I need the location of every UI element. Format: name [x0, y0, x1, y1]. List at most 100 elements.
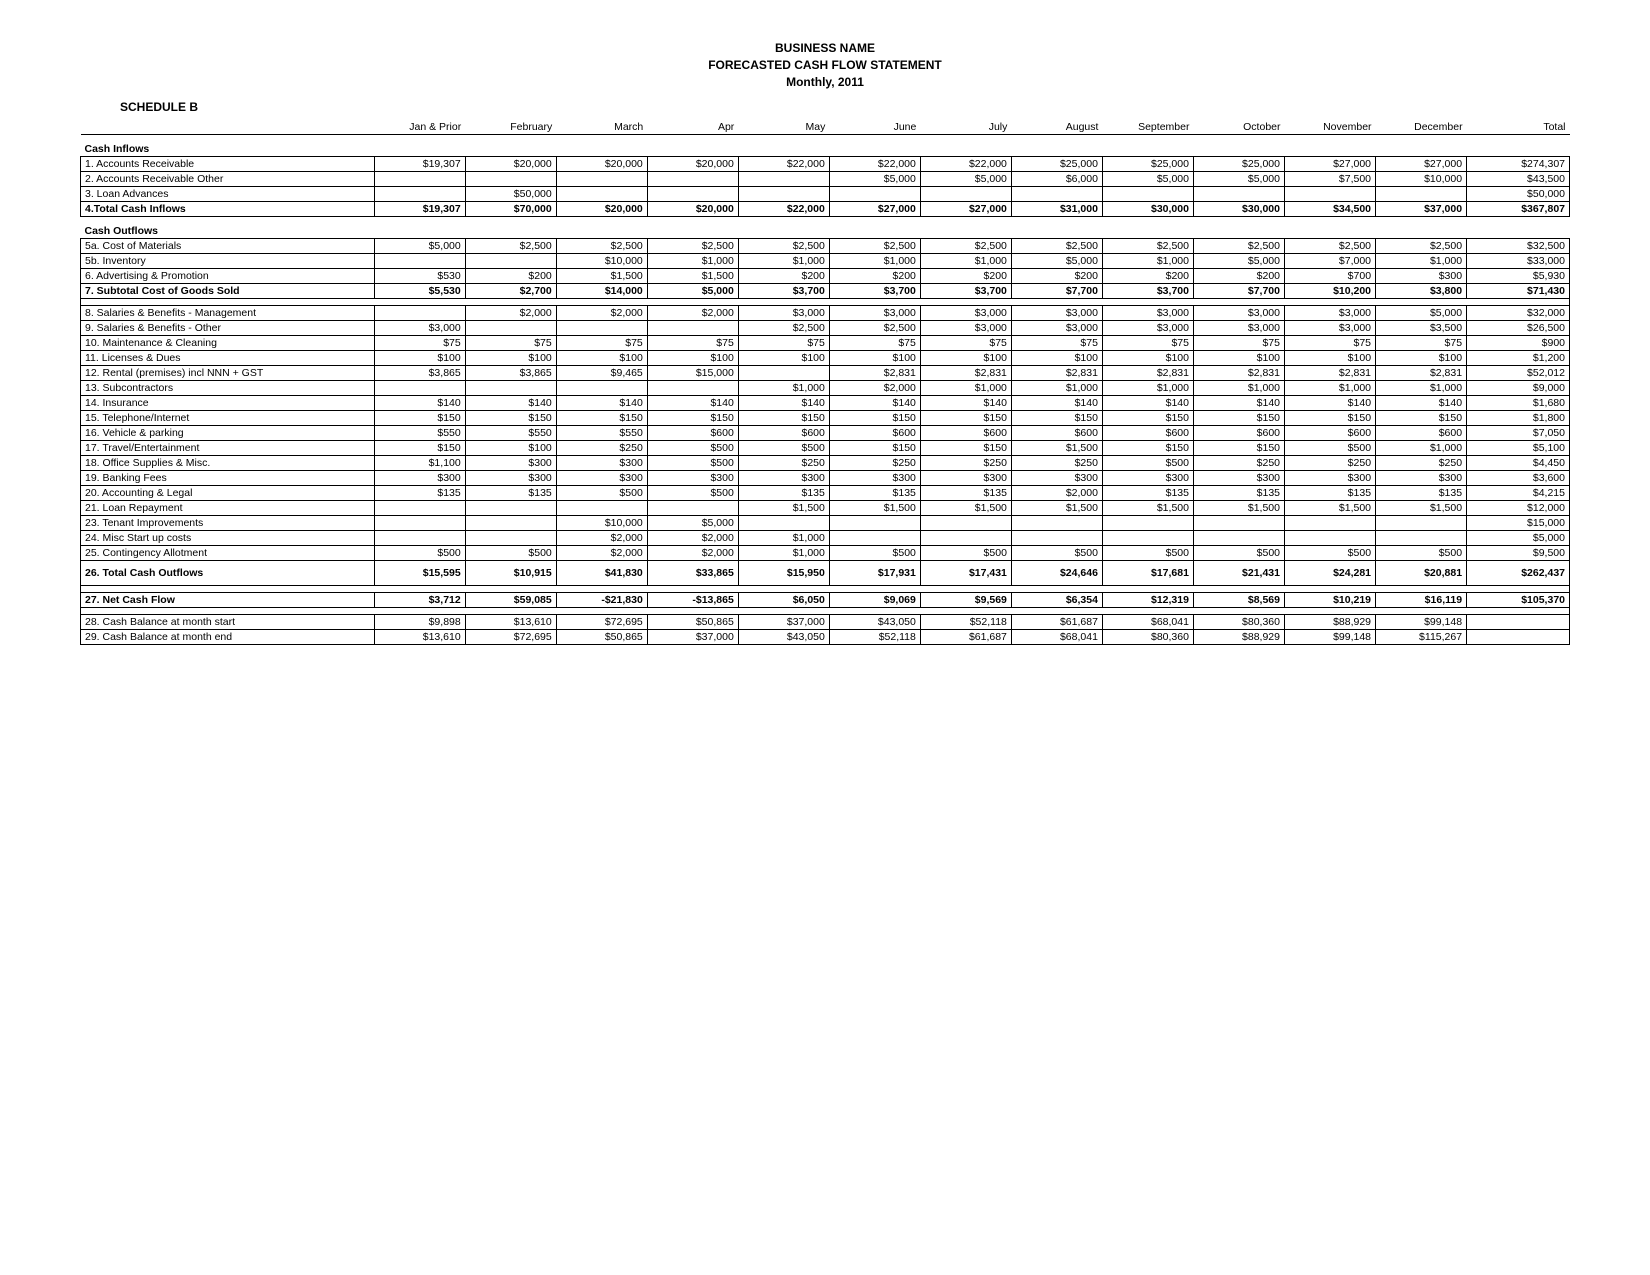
cell [374, 531, 465, 546]
cell: $250 [1285, 456, 1376, 471]
table-row: 14. Insurance$140$140$140$140$140$140$14… [81, 396, 1570, 411]
cell: $2,831 [829, 366, 920, 381]
cell: $80,360 [1102, 630, 1193, 645]
cell [1011, 187, 1102, 202]
row-label: 20. Accounting & Legal [81, 486, 375, 501]
cell: $140 [1102, 396, 1193, 411]
cell: $33,865 [647, 561, 738, 586]
cell: $3,000 [1102, 321, 1193, 336]
cell [374, 254, 465, 269]
cell: $140 [647, 396, 738, 411]
cell: $100 [465, 441, 556, 456]
cell [647, 381, 738, 396]
cell [647, 321, 738, 336]
cell: $3,700 [738, 284, 829, 299]
cell [1193, 187, 1284, 202]
cell: $1,500 [1011, 441, 1102, 456]
cell: $100 [465, 351, 556, 366]
cell: $1,500 [1102, 501, 1193, 516]
cell [1193, 531, 1284, 546]
cell: $100 [1011, 351, 1102, 366]
cell: $43,500 [1467, 172, 1570, 187]
cell: $27,000 [1376, 157, 1467, 172]
cell [647, 172, 738, 187]
cell [374, 306, 465, 321]
spacer-row [81, 586, 1570, 593]
cell: $5,000 [1467, 531, 1570, 546]
cell: $140 [738, 396, 829, 411]
cell: $100 [1193, 351, 1284, 366]
cell: $300 [738, 471, 829, 486]
cell: $700 [1285, 269, 1376, 284]
cell: $75 [556, 336, 647, 351]
col-h: July [920, 120, 1011, 135]
row-label: 28. Cash Balance at month start [81, 615, 375, 630]
cell: $52,118 [920, 615, 1011, 630]
cell: $600 [1102, 426, 1193, 441]
table-row: 26. Total Cash Outflows$15,595$10,915$41… [81, 561, 1570, 586]
cell: $71,430 [1467, 284, 1570, 299]
col-h: Jan & Prior [374, 120, 465, 135]
cell: $34,500 [1285, 202, 1376, 217]
cell: $140 [1193, 396, 1284, 411]
cell: $1,500 [1193, 501, 1284, 516]
cell: $2,500 [465, 239, 556, 254]
cell: $2,000 [647, 531, 738, 546]
spacer-row [81, 299, 1570, 306]
cell: $25,000 [1011, 157, 1102, 172]
table-row: 18. Office Supplies & Misc.$1,100$300$30… [81, 456, 1570, 471]
cell: $500 [1102, 546, 1193, 561]
cell: $1,000 [738, 254, 829, 269]
cell: $100 [738, 351, 829, 366]
cell [556, 172, 647, 187]
table-row: 13. Subcontractors$1,000$2,000$1,000$1,0… [81, 381, 1570, 396]
cell: $300 [1285, 471, 1376, 486]
table-row: 1. Accounts Receivable$19,307$20,000$20,… [81, 157, 1570, 172]
row-label: 5b. Inventory [81, 254, 375, 269]
cell: $32,500 [1467, 239, 1570, 254]
row-label: 12. Rental (premises) incl NNN + GST [81, 366, 375, 381]
cell [465, 254, 556, 269]
cell: $27,000 [920, 202, 1011, 217]
cell: $9,069 [829, 593, 920, 608]
spacer-row [81, 608, 1570, 615]
cell: $43,050 [829, 615, 920, 630]
cell: $200 [1193, 269, 1284, 284]
cell [1102, 531, 1193, 546]
cell: $150 [829, 441, 920, 456]
table-row: 23. Tenant Improvements$10,000$5,000$15,… [81, 516, 1570, 531]
col-h: November [1285, 120, 1376, 135]
cell: $43,050 [738, 630, 829, 645]
cell: $75 [829, 336, 920, 351]
table-row: 8. Salaries & Benefits - Management$2,00… [81, 306, 1570, 321]
cell: $135 [1376, 486, 1467, 501]
cell: $6,354 [1011, 593, 1102, 608]
cell: $3,600 [1467, 471, 1570, 486]
cell [647, 501, 738, 516]
cell: $500 [647, 486, 738, 501]
cell: $150 [920, 441, 1011, 456]
section-header: Cash Inflows [81, 135, 1570, 157]
cell: $10,219 [1285, 593, 1376, 608]
cell: $115,267 [1376, 630, 1467, 645]
cell: $135 [1193, 486, 1284, 501]
cell: $52,012 [1467, 366, 1570, 381]
cell: $5,000 [647, 516, 738, 531]
cell: $5,000 [1193, 254, 1284, 269]
cell: $2,000 [556, 531, 647, 546]
cell: $1,500 [738, 501, 829, 516]
row-label: 29. Cash Balance at month end [81, 630, 375, 645]
cell: $75 [1376, 336, 1467, 351]
cell: $1,000 [829, 254, 920, 269]
cell: $3,000 [920, 306, 1011, 321]
cell: $75 [465, 336, 556, 351]
cell: $100 [374, 351, 465, 366]
cell: $135 [738, 486, 829, 501]
cell: $2,831 [1285, 366, 1376, 381]
cell: $1,000 [1193, 381, 1284, 396]
cell [465, 381, 556, 396]
table-row: 5b. Inventory$10,000$1,000$1,000$1,000$1… [81, 254, 1570, 269]
cell [1285, 516, 1376, 531]
cell: $1,000 [1011, 381, 1102, 396]
cell: $140 [829, 396, 920, 411]
